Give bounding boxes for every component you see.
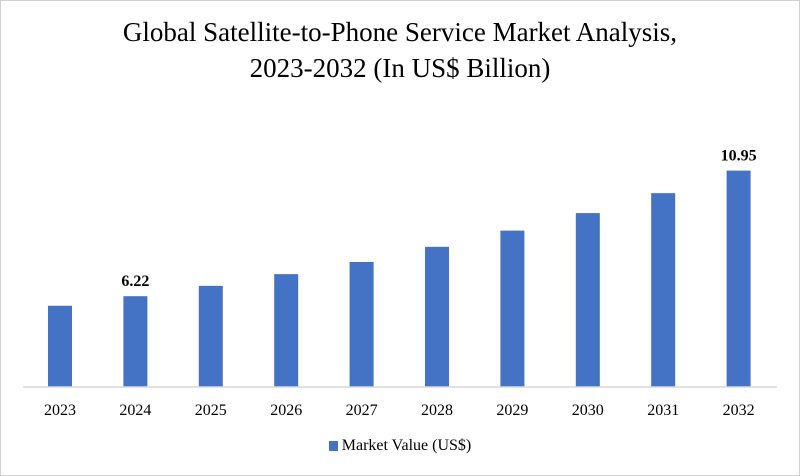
x-tick-label: 2026: [270, 402, 302, 419]
bar-2023: [48, 305, 72, 387]
x-tick-label: 2031: [647, 402, 679, 419]
bar-2032: [726, 170, 751, 387]
legend: Market Value (US$): [0, 437, 800, 455]
bar-2026: [274, 274, 299, 387]
bar-2024: [123, 296, 148, 387]
x-tick-label: 2027: [346, 402, 378, 419]
data-label: 10.95: [721, 148, 757, 165]
x-tick-label: 2028: [421, 402, 453, 419]
x-tick-label: 2032: [723, 402, 755, 419]
bar-2030: [575, 213, 600, 387]
chart-title: Global Satellite-to-Phone Service Market…: [0, 14, 800, 86]
bar-2029: [500, 230, 525, 387]
x-tick-label: 2025: [195, 402, 227, 419]
bar-2027: [349, 261, 374, 387]
x-tick-label: 2030: [572, 402, 604, 419]
title-line-1: Global Satellite-to-Phone Service Market…: [122, 17, 678, 47]
bar-2031: [651, 193, 676, 387]
x-tick-label: 2023: [44, 402, 76, 419]
bar-2028: [425, 246, 449, 387]
legend-label: Market Value (US$): [341, 437, 472, 454]
data-label: 6.22: [121, 273, 149, 290]
x-tick-label: 2029: [496, 402, 528, 419]
x-tick-label: 2024: [119, 402, 151, 419]
title-line-2: 2023-2032 (In US$ Billion): [249, 53, 551, 83]
bar-2025: [198, 285, 223, 387]
legend-swatch: [328, 441, 338, 451]
